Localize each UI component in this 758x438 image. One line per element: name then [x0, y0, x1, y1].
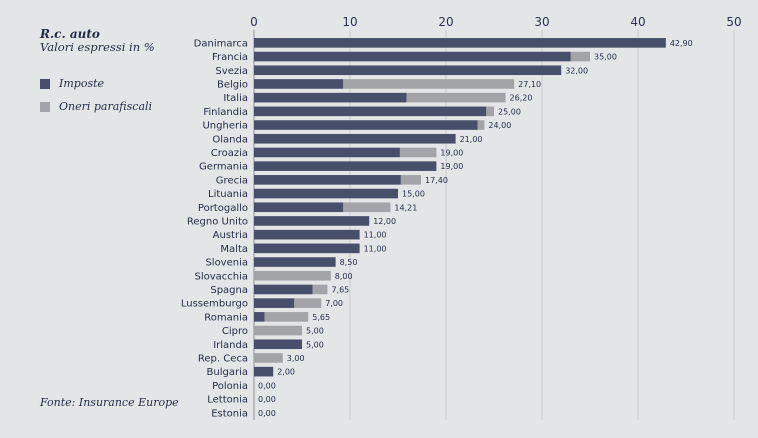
bar-oneri-3	[343, 79, 514, 89]
category-label-4: Italia	[223, 93, 248, 104]
value-label-7: 21,00	[460, 135, 483, 144]
category-label-25: Polonia	[212, 381, 248, 392]
bar-imposte-22	[254, 339, 302, 349]
category-label-27: Estonia	[211, 408, 248, 419]
bar-oneri-8	[400, 148, 436, 158]
value-label-3: 27,10	[518, 80, 541, 89]
value-label-10: 17,40	[425, 176, 448, 185]
bar-oneri-12	[343, 202, 390, 212]
value-label-15: 11,00	[364, 244, 387, 253]
value-label-26: 0,00	[258, 395, 276, 404]
bar-imposte-15	[254, 244, 360, 254]
category-label-26: Lettonia	[207, 395, 248, 406]
bar-imposte-20	[254, 312, 265, 322]
x-tick-label-10: 10	[342, 15, 357, 29]
x-tick-label-30: 30	[534, 15, 549, 29]
category-label-14: Austria	[213, 230, 248, 241]
bar-imposte-4	[254, 93, 407, 103]
value-label-21: 5,00	[306, 327, 324, 336]
value-label-24: 2,00	[277, 368, 295, 377]
value-label-17: 8,00	[335, 272, 353, 281]
bar-imposte-16	[254, 257, 336, 267]
bar-oneri-21	[254, 326, 302, 336]
category-label-13: Regno Unito	[187, 216, 248, 227]
bar-imposte-1	[254, 52, 571, 62]
category-label-22: Irlanda	[213, 340, 248, 351]
value-label-12: 14,21	[394, 203, 417, 212]
category-label-3: Belgio	[217, 79, 248, 90]
category-label-19: Lussemburgo	[181, 299, 248, 310]
value-label-18: 7,65	[331, 285, 349, 294]
bar-imposte-9	[254, 161, 436, 171]
bar-imposte-7	[254, 134, 456, 144]
value-label-9: 19,00	[440, 162, 463, 171]
bar-imposte-24	[254, 367, 273, 377]
category-label-0: Danimarca	[194, 38, 248, 49]
bar-oneri-18	[313, 285, 328, 295]
bar-imposte-5	[254, 107, 486, 117]
bar-imposte-8	[254, 148, 400, 158]
value-label-14: 11,00	[364, 231, 387, 240]
value-label-20: 5,65	[312, 313, 330, 322]
value-label-25: 0,00	[258, 381, 276, 390]
bar-oneri-1	[571, 52, 590, 62]
x-tick-label-40: 40	[630, 15, 645, 29]
x-tick-label-0: 0	[250, 15, 258, 29]
bar-oneri-10	[401, 175, 421, 185]
value-label-13: 12,00	[373, 217, 396, 226]
bar-oneri-23	[254, 353, 283, 363]
category-label-7: Olanda	[212, 134, 248, 145]
category-label-17: Slovacchia	[194, 271, 248, 282]
category-label-18: Spagna	[210, 285, 248, 296]
bar-oneri-6	[478, 120, 485, 130]
bar-imposte-13	[254, 216, 369, 226]
value-label-27: 0,00	[258, 409, 276, 418]
category-label-6: Ungheria	[202, 121, 248, 132]
bar-imposte-6	[254, 120, 478, 130]
bar-imposte-14	[254, 230, 360, 240]
category-label-8: Croazia	[211, 148, 248, 159]
bar-imposte-18	[254, 285, 313, 295]
value-label-8: 19,00	[440, 148, 463, 157]
bar-oneri-4	[407, 93, 506, 103]
value-label-5: 25,00	[498, 107, 521, 116]
category-label-12: Portogallo	[198, 203, 248, 214]
bar-oneri-19	[294, 298, 321, 308]
bar-imposte-2	[254, 65, 561, 75]
value-label-6: 24,00	[488, 121, 511, 130]
category-label-15: Malta	[220, 244, 248, 255]
bar-imposte-10	[254, 175, 401, 185]
value-label-16: 8,50	[340, 258, 358, 267]
category-label-2: Svezia	[215, 66, 248, 77]
bar-oneri-20	[265, 312, 309, 322]
value-label-0: 42,90	[670, 39, 693, 48]
category-label-23: Rep. Ceca	[198, 353, 248, 364]
category-label-9: Germania	[199, 162, 248, 173]
value-label-1: 35,00	[594, 53, 617, 62]
bar-imposte-11	[254, 189, 398, 199]
bar-imposte-19	[254, 298, 294, 308]
bar-imposte-0	[254, 38, 666, 48]
category-label-21: Cipro	[222, 326, 248, 337]
value-label-4: 26,20	[510, 94, 533, 103]
category-label-16: Slovenia	[205, 258, 248, 269]
bar-imposte-3	[254, 79, 343, 89]
category-label-11: Lituania	[208, 189, 248, 200]
category-label-24: Bulgaria	[207, 367, 248, 378]
value-label-23: 3,00	[287, 354, 305, 363]
category-label-10: Grecia	[216, 175, 248, 186]
bar-oneri-5	[486, 107, 494, 117]
value-label-22: 5,00	[306, 340, 324, 349]
x-tick-label-50: 50	[726, 15, 741, 29]
x-tick-label-20: 20	[438, 15, 453, 29]
category-label-20: Romania	[204, 312, 248, 323]
value-label-19: 7,00	[325, 299, 343, 308]
value-label-2: 32,00	[565, 66, 588, 75]
bar-imposte-12	[254, 202, 343, 212]
value-label-11: 15,00	[402, 190, 425, 199]
bar-oneri-17	[254, 271, 331, 281]
category-label-1: Francia	[212, 52, 248, 63]
category-label-5: Finlandia	[203, 107, 248, 118]
